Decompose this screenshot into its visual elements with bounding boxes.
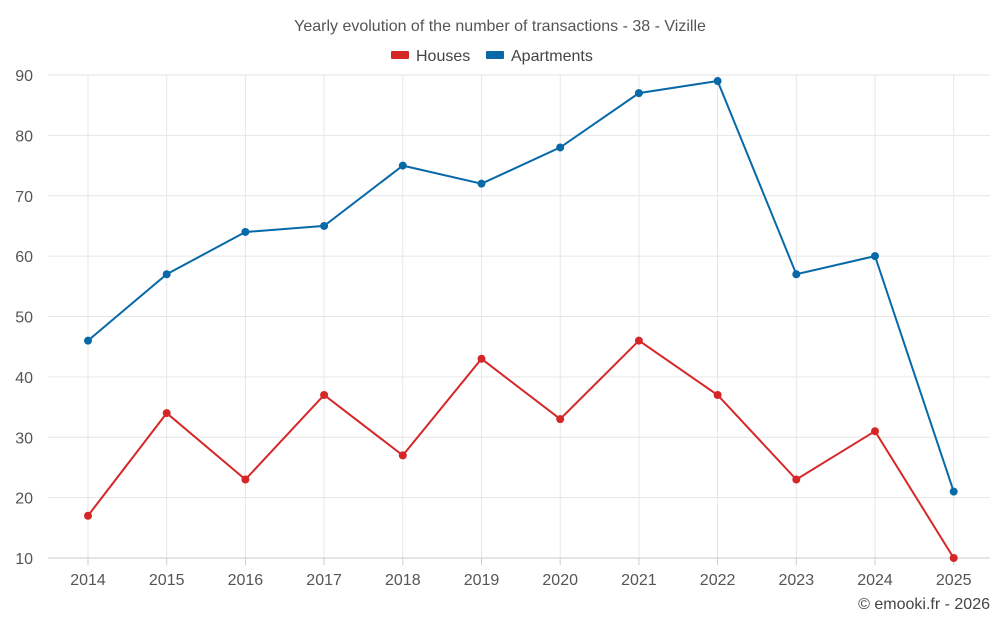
data-point-houses-2015[interactable] — [162, 409, 171, 418]
x-tick-label-2015: 2015 — [149, 572, 185, 589]
data-point-apartments-2019[interactable] — [477, 179, 486, 188]
data-point-houses-2023[interactable] — [792, 475, 801, 484]
data-point-houses-2016[interactable] — [241, 475, 250, 484]
data-point-apartments-2018[interactable] — [398, 161, 407, 170]
data-point-houses-2022[interactable] — [713, 390, 722, 399]
series-houses — [84, 336, 958, 562]
series-apartments — [84, 77, 958, 496]
y-tick-label-90: 90 — [15, 68, 33, 85]
credit-text: © emooki.fr - 2026 — [858, 596, 990, 613]
data-point-houses-2019[interactable] — [477, 354, 486, 363]
data-point-houses-2021[interactable] — [634, 336, 643, 345]
legend: Houses Apartments — [391, 48, 593, 65]
axes: 10 20 30 40 50 60 70 80 90 2014 2015 2016 2017 2018 20… — [15, 68, 990, 589]
y-tick-label-60: 60 — [15, 249, 33, 266]
y-tick-label-40: 40 — [15, 370, 33, 387]
x-tick-label-2019: 2019 — [464, 572, 500, 589]
x-tick-label-2022: 2022 — [700, 572, 736, 589]
data-point-houses-2020[interactable] — [556, 415, 565, 424]
data-point-houses-2025[interactable] — [949, 554, 958, 562]
data-point-apartments-2021[interactable] — [634, 89, 643, 98]
x-tick-label-2025: 2025 — [936, 572, 972, 589]
data-point-houses-2017[interactable] — [320, 390, 329, 399]
legend-swatch-apartments — [486, 51, 504, 59]
legend-item-houses[interactable]: Houses — [391, 48, 470, 65]
x-tick-label-2020: 2020 — [542, 572, 578, 589]
x-tick-label-2018: 2018 — [385, 572, 421, 589]
y-tick-label-20: 20 — [15, 491, 33, 508]
data-point-houses-2024[interactable] — [871, 427, 879, 436]
data-point-apartments-2016[interactable] — [241, 227, 250, 236]
y-tick-label-80: 80 — [15, 128, 33, 145]
data-series — [84, 77, 958, 562]
series-line-apartments — [87, 79, 955, 492]
x-tick-label-2021: 2021 — [621, 572, 657, 589]
data-point-apartments-2015[interactable] — [162, 270, 171, 279]
data-point-apartments-2025[interactable] — [949, 487, 958, 496]
legend-item-apartments[interactable]: Apartments — [486, 48, 593, 65]
x-tick-label-2023: 2023 — [779, 572, 815, 589]
data-point-houses-2018[interactable] — [398, 451, 407, 460]
x-tick-label-2017: 2017 — [306, 572, 342, 589]
data-point-apartments-2023[interactable] — [792, 270, 801, 279]
legend-swatch-houses — [391, 51, 409, 59]
x-tick-label-2024: 2024 — [857, 572, 893, 589]
legend-label-houses: Houses — [416, 48, 470, 65]
y-tick-label-30: 30 — [15, 430, 33, 447]
data-point-houses-2014[interactable] — [84, 511, 92, 520]
data-point-apartments-2017[interactable] — [320, 221, 329, 230]
legend-label-apartments: Apartments — [511, 48, 593, 65]
data-point-apartments-2020[interactable] — [556, 143, 565, 152]
y-tick-label-70: 70 — [15, 189, 33, 206]
y-tick-label-10: 10 — [15, 551, 33, 568]
data-point-apartments-2022[interactable] — [713, 77, 722, 86]
y-tick-label-50: 50 — [15, 310, 33, 327]
x-tick-label-2016: 2016 — [228, 572, 264, 589]
data-point-apartments-2014[interactable] — [84, 336, 92, 345]
gridlines — [48, 74, 990, 559]
x-tick-label-2014: 2014 — [70, 572, 106, 589]
series-line-houses — [87, 339, 955, 559]
data-point-apartments-2024[interactable] — [871, 252, 879, 261]
chart-title: Yearly evolution of the number of transa… — [294, 18, 706, 35]
